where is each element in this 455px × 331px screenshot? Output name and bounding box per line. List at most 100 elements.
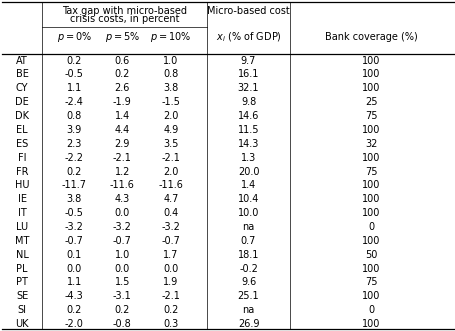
Text: 0.2: 0.2	[114, 70, 130, 79]
Text: EL: EL	[16, 125, 28, 135]
Text: SI: SI	[18, 305, 26, 315]
Text: PL: PL	[16, 263, 28, 274]
Text: 3.8: 3.8	[66, 194, 82, 204]
Text: 100: 100	[362, 125, 380, 135]
Text: HU: HU	[15, 180, 29, 190]
Text: 75: 75	[364, 166, 377, 176]
Text: 100: 100	[362, 153, 380, 163]
Text: MT: MT	[15, 236, 29, 246]
Text: -0.7: -0.7	[112, 236, 131, 246]
Text: 75: 75	[364, 277, 377, 287]
Text: -2.1: -2.1	[112, 153, 131, 163]
Text: -4.3: -4.3	[65, 291, 84, 301]
Text: 3.5: 3.5	[163, 139, 178, 149]
Text: -0.5: -0.5	[65, 208, 84, 218]
Text: 25.1: 25.1	[237, 291, 259, 301]
Text: 0.4: 0.4	[163, 208, 178, 218]
Text: 1.4: 1.4	[114, 111, 130, 121]
Text: na: na	[242, 305, 254, 315]
Text: FI: FI	[18, 153, 26, 163]
Text: 2.0: 2.0	[163, 111, 178, 121]
Text: 0: 0	[368, 222, 374, 232]
Text: 4.3: 4.3	[114, 194, 130, 204]
Text: 2.9: 2.9	[114, 139, 130, 149]
Text: 0.2: 0.2	[66, 56, 82, 66]
Text: 2.0: 2.0	[163, 166, 178, 176]
Text: 1.9: 1.9	[163, 277, 178, 287]
Text: -2.2: -2.2	[65, 153, 84, 163]
Text: 4.7: 4.7	[163, 194, 178, 204]
Text: 16.1: 16.1	[238, 70, 258, 79]
Text: 26.9: 26.9	[237, 319, 259, 329]
Text: Bank coverage (%): Bank coverage (%)	[324, 32, 417, 42]
Text: BE: BE	[15, 70, 29, 79]
Text: -11.7: -11.7	[62, 180, 86, 190]
Text: -1.9: -1.9	[112, 97, 131, 107]
Text: 0.8: 0.8	[163, 70, 178, 79]
Text: 100: 100	[362, 180, 380, 190]
Text: 1.0: 1.0	[163, 56, 178, 66]
Text: -0.5: -0.5	[65, 70, 84, 79]
Text: -3.2: -3.2	[65, 222, 84, 232]
Text: 1.7: 1.7	[163, 250, 178, 260]
Text: FR: FR	[16, 166, 28, 176]
Text: -2.1: -2.1	[161, 153, 180, 163]
Text: ES: ES	[16, 139, 28, 149]
Text: 1.1: 1.1	[66, 83, 82, 93]
Text: 0.2: 0.2	[114, 305, 130, 315]
Text: PT: PT	[16, 277, 28, 287]
Text: 2.6: 2.6	[114, 83, 130, 93]
Text: $x_i$ (% of GDP): $x_i$ (% of GDP)	[215, 30, 281, 44]
Text: AT: AT	[16, 56, 28, 66]
Text: -0.7: -0.7	[161, 236, 180, 246]
Text: DE: DE	[15, 97, 29, 107]
Text: 0.0: 0.0	[163, 263, 178, 274]
Text: $p = 0\%$: $p = 0\%$	[57, 30, 91, 44]
Text: 100: 100	[362, 208, 380, 218]
Text: LU: LU	[16, 222, 28, 232]
Text: 0: 0	[368, 305, 374, 315]
Text: 2.3: 2.3	[66, 139, 82, 149]
Text: 25: 25	[364, 97, 377, 107]
Text: 14.3: 14.3	[238, 139, 258, 149]
Text: IE: IE	[18, 194, 26, 204]
Text: UK: UK	[15, 319, 29, 329]
Text: -0.2: -0.2	[238, 263, 258, 274]
Text: 9.7: 9.7	[240, 56, 256, 66]
Text: 32: 32	[364, 139, 377, 149]
Text: -11.6: -11.6	[158, 180, 183, 190]
Text: 1.1: 1.1	[66, 277, 82, 287]
Text: DK: DK	[15, 111, 29, 121]
Text: 3.8: 3.8	[163, 83, 178, 93]
Text: 1.2: 1.2	[114, 166, 130, 176]
Text: 100: 100	[362, 319, 380, 329]
Text: -2.0: -2.0	[65, 319, 84, 329]
Text: 100: 100	[362, 56, 380, 66]
Text: 3.9: 3.9	[66, 125, 82, 135]
Text: 4.4: 4.4	[114, 125, 130, 135]
Text: na: na	[242, 222, 254, 232]
Text: -3.2: -3.2	[161, 222, 180, 232]
Text: -3.2: -3.2	[112, 222, 131, 232]
Text: 0.7: 0.7	[240, 236, 256, 246]
Text: 50: 50	[364, 250, 377, 260]
Text: 75: 75	[364, 111, 377, 121]
Text: 0.8: 0.8	[66, 111, 82, 121]
Text: -0.8: -0.8	[112, 319, 131, 329]
Text: 0.0: 0.0	[114, 263, 130, 274]
Text: 100: 100	[362, 70, 380, 79]
Text: 100: 100	[362, 263, 380, 274]
Text: -2.4: -2.4	[65, 97, 84, 107]
Text: 0.0: 0.0	[114, 208, 130, 218]
Text: 100: 100	[362, 83, 380, 93]
Text: $p = 10\%$: $p = 10\%$	[150, 30, 191, 44]
Text: 0.2: 0.2	[66, 166, 82, 176]
Text: Tax gap with micro-based: Tax gap with micro-based	[62, 6, 187, 16]
Text: -11.6: -11.6	[110, 180, 134, 190]
Text: 1.4: 1.4	[240, 180, 256, 190]
Text: CY: CY	[16, 83, 28, 93]
Text: 10.4: 10.4	[238, 194, 258, 204]
Text: 9.6: 9.6	[240, 277, 256, 287]
Text: 18.1: 18.1	[238, 250, 258, 260]
Text: 0.2: 0.2	[163, 305, 178, 315]
